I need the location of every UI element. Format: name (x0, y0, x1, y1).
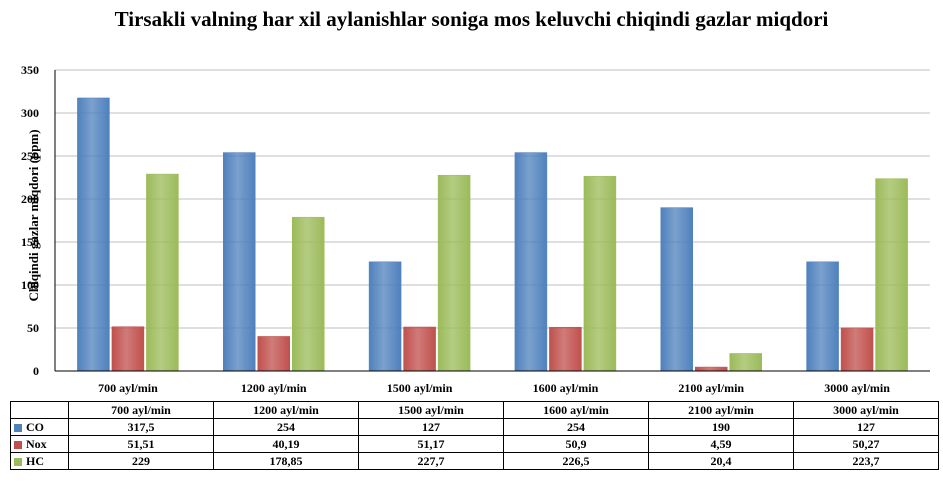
table-cell: 227,7 (358, 452, 504, 470)
table-cell: 223,7 (793, 452, 939, 470)
table-cell: 40,19 (213, 435, 359, 453)
x-tick-label: 1500 ayl/min (387, 381, 453, 395)
bar-nox-2 (403, 326, 436, 372)
bar-co-2 (368, 261, 402, 372)
x-tick-label: 2100 ayl/min (678, 381, 744, 395)
table-cell: 317,5 (68, 418, 214, 436)
table-cell: 51,17 (358, 435, 504, 453)
x-tick-label: 1600 ayl/min (533, 381, 599, 395)
chart-title: Tirsakli valning har xil aylanishlar son… (114, 7, 829, 31)
y-tick-label: 50 (27, 321, 39, 335)
table-header-cell: 2100 ayl/min (648, 401, 794, 419)
gridlines (55, 69, 930, 372)
bar-co-3 (514, 152, 548, 372)
legend-key (14, 423, 22, 432)
bar-nox-5 (840, 327, 874, 372)
table-series-label: CO (10, 418, 69, 436)
table-cell: 254 (213, 418, 359, 436)
bar-co-1 (223, 152, 256, 372)
table-cell: 50,9 (503, 435, 649, 453)
y-tick-label: 350 (21, 63, 39, 77)
bar-nox-4 (695, 366, 728, 372)
table-header-cell: 700 ayl/min (68, 401, 214, 419)
bar-nox-1 (257, 336, 290, 372)
bar-nox-0 (111, 326, 145, 372)
table-row: CO 317,5 254 127 254 190 127 (10, 418, 939, 436)
bar-hc-0 (146, 173, 179, 372)
axis-labels: 0 50 100 150 200 250 300 350 700 ayl/min 1200 ayl… (21, 63, 890, 395)
bars (77, 97, 908, 372)
bar-hc-3 (583, 175, 617, 372)
y-tick-label: 250 (21, 149, 39, 163)
bar-nox-3 (549, 326, 582, 372)
bar-co-5 (806, 261, 839, 372)
bar-hc-4 (729, 353, 762, 372)
table-row: Nox 51,51 40,19 51,17 50,9 4,59 50,27 (10, 435, 939, 453)
bar-hc-2 (437, 174, 471, 372)
axes (54, 70, 930, 372)
table-cell: 51,51 (68, 435, 214, 453)
table-corner-cell (10, 401, 69, 419)
y-axis-label: Chiqindi gazlar miqdori (ppm) (26, 129, 41, 301)
legend-label: Nox (26, 436, 47, 451)
table-cell: 4,59 (648, 435, 794, 453)
table-cell: 20,4 (648, 452, 794, 470)
table-row: HC 229 178,85 227,7 226,5 20,4 223,7 (10, 452, 939, 470)
bar-co-0 (77, 97, 110, 372)
table-series-label: HC (10, 452, 69, 470)
x-tick-label: 3000 ayl/min (824, 381, 890, 395)
table-cell: 190 (648, 418, 794, 436)
table-header-cell: 1500 ayl/min (358, 401, 504, 419)
y-tick-label: 150 (21, 235, 39, 249)
table-header-row: 700 ayl/min 1200 ayl/min 1500 ayl/min 1600 … (10, 401, 939, 419)
table-cell: 127 (793, 418, 939, 436)
data-table: 700 ayl/min 1200 ayl/min 1500 ayl/min 1600 … (10, 401, 939, 470)
y-tick-label: 200 (21, 192, 39, 206)
bar-chart: 0 50 100 150 200 250 300 350 700 ayl/min 1200 ayl… (21, 63, 930, 395)
legend-key (14, 440, 22, 449)
table-cell: 127 (358, 418, 504, 436)
table-header-cell: 1200 ayl/min (213, 401, 359, 419)
table-header-cell: 3000 ayl/min (793, 401, 939, 419)
bar-hc-5 (875, 178, 908, 372)
table-cell: 50,27 (793, 435, 939, 453)
y-tick-label: 100 (21, 278, 39, 292)
x-tick-label: 700 ayl/min (98, 381, 158, 395)
legend-label: CO (26, 419, 44, 434)
table-cell: 254 (503, 418, 649, 436)
table-cell: 229 (68, 452, 214, 470)
table-header-cell: 1600 ayl/min (503, 401, 649, 419)
bar-hc-1 (292, 216, 325, 372)
table-cell: 178,85 (213, 452, 359, 470)
legend-label: HC (26, 453, 44, 468)
table-cell: 226,5 (503, 452, 649, 470)
y-tick-label: 0 (33, 364, 39, 378)
table-series-label: Nox (10, 435, 69, 453)
legend-key (14, 457, 22, 466)
x-tick-label: 1200 ayl/min (241, 381, 307, 395)
y-tick-label: 300 (21, 106, 39, 120)
bar-co-4 (660, 207, 693, 372)
